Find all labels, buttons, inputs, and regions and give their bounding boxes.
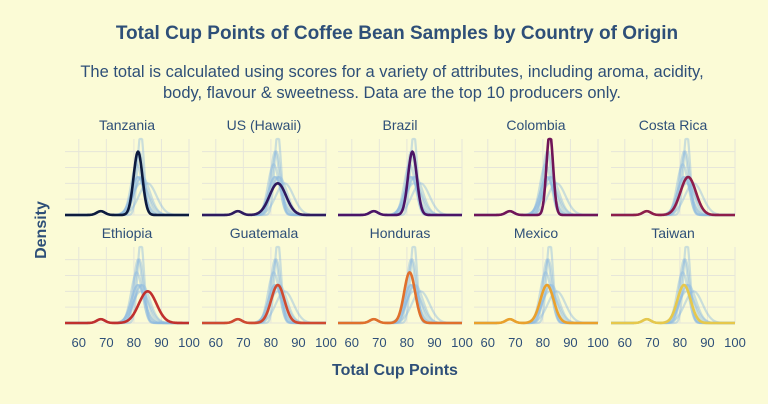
density-curve (337, 150, 463, 217)
x-tick-label: 80 (536, 335, 550, 350)
x-tick-label: 100 (451, 335, 473, 350)
x-tick-label: 90 (427, 335, 441, 350)
x-tick-label: 60 (618, 335, 632, 350)
chart-subtitle-line-1: The total is calculated using scores for… (80, 63, 703, 81)
x-tick-label: 70 (99, 335, 113, 350)
y-axis-title: Density (33, 201, 50, 259)
x-axis-title: Total Cup Points (332, 362, 458, 379)
density-curve (64, 290, 190, 325)
x-tick-label: 80 (127, 335, 141, 350)
chart-subtitle-line-2: body, flavour & sweetness. Data are the … (163, 84, 621, 102)
facet-label: Tanzania (99, 117, 155, 133)
x-tick-label: 80 (264, 335, 278, 350)
facet-panel-ethiopia: Ethiopia 60 70 80 90 100 (64, 225, 200, 350)
background-density-curve (474, 175, 598, 217)
x-tick-label: 90 (700, 335, 714, 350)
x-tick-label: 100 (178, 335, 200, 350)
density-curve (64, 150, 190, 217)
background-density-curve (474, 283, 598, 325)
facet-label: Guatemala (230, 225, 299, 241)
facet-panel-us-hawaii-: US (Hawaii) (201, 117, 327, 217)
x-tick-label: 100 (587, 335, 609, 350)
x-tick-label: 70 (372, 335, 386, 350)
facet-label: Mexico (514, 225, 559, 241)
density-curve (201, 182, 327, 217)
facet-label: Taiwan (651, 225, 695, 241)
facet-panel-honduras: Honduras 60 70 80 90 100 (337, 225, 473, 350)
x-tick-label: 60 (481, 335, 495, 350)
x-tick-label: 100 (315, 335, 337, 350)
facet-label: Ethiopia (102, 225, 153, 241)
background-density-curve (65, 283, 189, 325)
density-curve (337, 271, 463, 325)
facet-label: Costa Rica (639, 117, 708, 133)
facet-label: Honduras (370, 225, 431, 241)
x-tick-label: 90 (291, 335, 305, 350)
x-tick-label: 80 (673, 335, 687, 350)
facet-panels: Tanzania US (Hawaii) Brazil Colombia Costa R… (64, 117, 746, 350)
density-curve (610, 283, 736, 325)
x-tick-label: 60 (72, 335, 86, 350)
x-tick-label: 60 (345, 335, 359, 350)
density-curve (201, 283, 327, 325)
facet-panel-taiwan: Taiwan 60 70 80 90 100 (610, 225, 746, 350)
density-curve (610, 175, 736, 217)
facet-panel-tanzania: Tanzania (64, 117, 190, 217)
facet-label: US (Hawaii) (227, 117, 302, 133)
x-tick-label: 70 (508, 335, 522, 350)
facet-panel-guatemala: Guatemala 60 70 80 90 100 (201, 225, 337, 350)
facet-label: Colombia (506, 117, 565, 133)
background-density-curve (338, 175, 462, 217)
x-tick-label: 60 (209, 335, 223, 350)
facet-panel-mexico: Mexico 60 70 80 90 100 (473, 225, 609, 350)
facet-panel-brazil: Brazil (337, 117, 463, 217)
facet-label: Brazil (382, 117, 417, 133)
chart-title: Total Cup Points of Coffee Bean Samples … (116, 23, 678, 44)
facet-panel-colombia: Colombia (473, 117, 599, 217)
density-curve (473, 137, 599, 217)
x-tick-label: 90 (563, 335, 577, 350)
x-tick-label: 70 (236, 335, 250, 350)
x-tick-label: 90 (154, 335, 168, 350)
background-density-curve (611, 283, 735, 325)
density-curve (473, 283, 599, 325)
x-tick-label: 80 (400, 335, 414, 350)
background-density-curve (338, 283, 462, 325)
x-tick-label: 70 (645, 335, 659, 350)
facet-panel-costa-rica: Costa Rica (610, 117, 736, 217)
x-tick-label: 100 (724, 335, 746, 350)
